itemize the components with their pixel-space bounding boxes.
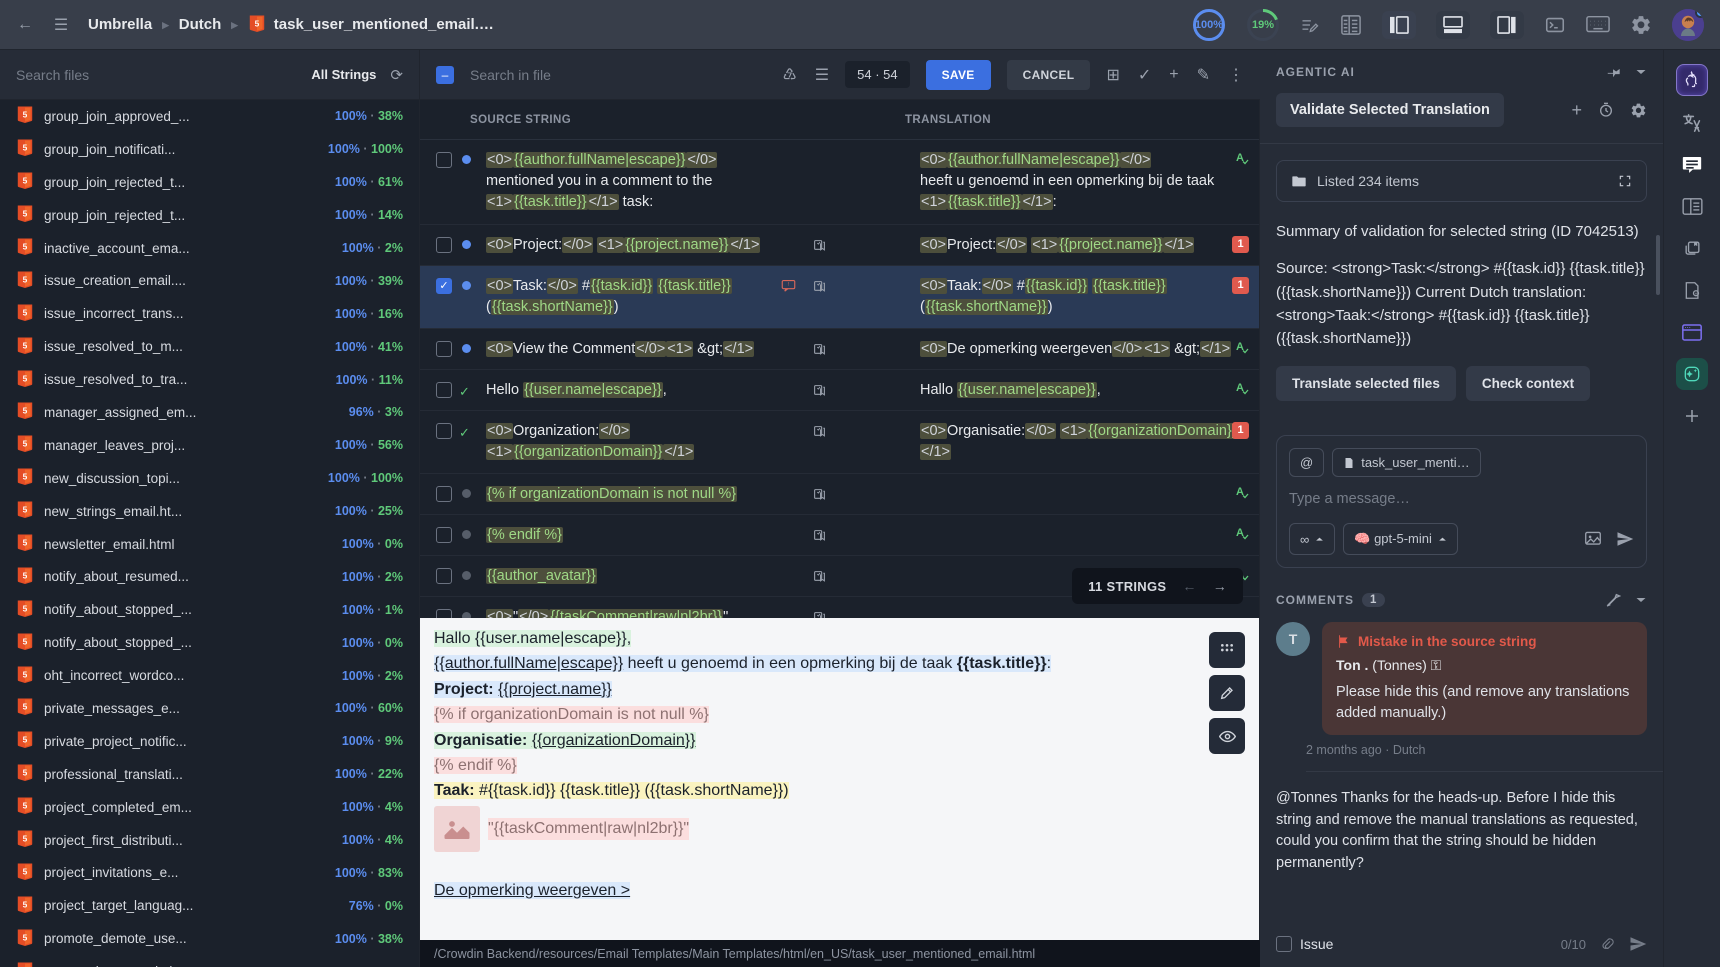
svg-text:5: 5 [23,472,28,482]
svg-text:5: 5 [23,110,28,120]
svg-text:5: 5 [23,899,28,909]
svg-text:5: 5 [23,208,28,218]
svg-text:5: 5 [23,570,28,580]
svg-text:5: 5 [23,143,28,153]
svg-text:5: 5 [23,636,28,646]
svg-text:5: 5 [23,307,28,317]
svg-text:5: 5 [23,537,28,547]
svg-text:5: 5 [23,866,28,876]
svg-text:5: 5 [23,274,28,284]
svg-text:5: 5 [23,340,28,350]
svg-text:5: 5 [23,406,28,416]
svg-text:5: 5 [254,18,259,28]
svg-text:5: 5 [23,735,28,745]
svg-text:5: 5 [23,373,28,383]
svg-text:5: 5 [23,241,28,251]
svg-text:!: ! [788,282,789,288]
svg-text:5: 5 [23,505,28,515]
svg-text:5: 5 [23,801,28,811]
svg-text:5: 5 [23,932,28,942]
svg-text:5: 5 [23,603,28,613]
svg-text:5: 5 [23,669,28,679]
svg-text:5: 5 [23,439,28,449]
svg-text:5: 5 [23,768,28,778]
svg-text:5: 5 [23,702,28,712]
svg-text:5: 5 [23,176,28,186]
svg-text:5: 5 [23,833,28,843]
